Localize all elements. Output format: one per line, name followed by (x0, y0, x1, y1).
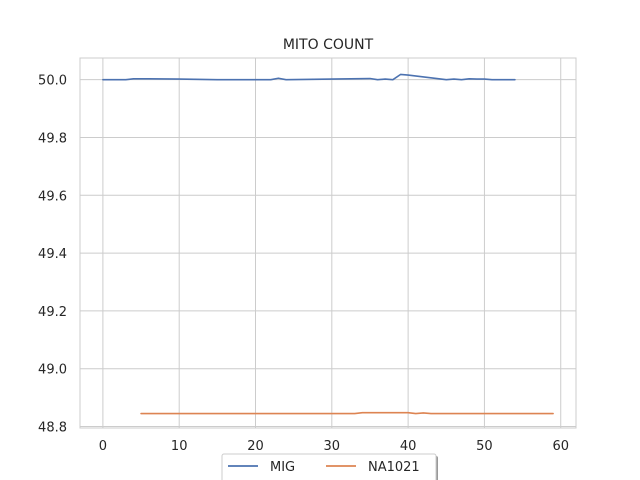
series-group (102, 73, 554, 415)
legend: MIG NA1021 (221, 453, 438, 480)
legend-box (221, 453, 437, 480)
series-line-na1021 (140, 411, 554, 415)
x-tick-label: 20 (247, 439, 264, 454)
y-tick-label: 49.0 (38, 363, 67, 378)
x-tick-label: 60 (552, 439, 569, 454)
plot-area (79, 57, 577, 429)
series-line-mig (102, 73, 516, 81)
chart-title: MITO COUNT (283, 37, 374, 53)
x-tick-label: 10 (171, 439, 188, 454)
y-tick-label: 49.4 (38, 247, 67, 262)
y-tick-label: 49.6 (38, 189, 67, 204)
legend-label: NA1021 (368, 460, 420, 475)
x-tick-label: 0 (99, 439, 107, 454)
y-tick-label: 50.0 (38, 74, 67, 89)
y-tick-label: 49.8 (38, 131, 67, 146)
x-tick-label: 30 (324, 439, 341, 454)
x-axis: 0 10 20 30 40 50 60 (99, 439, 569, 454)
grid (80, 58, 576, 428)
y-tick-label: 48.8 (38, 421, 67, 436)
x-tick-label: 40 (400, 439, 417, 454)
x-tick-label: 50 (476, 439, 493, 454)
y-tick-label: 49.2 (38, 305, 67, 320)
y-axis: 48.8 49.0 49.2 49.4 49.6 49.8 50.0 (38, 74, 67, 436)
legend-label: MIG (270, 460, 295, 475)
